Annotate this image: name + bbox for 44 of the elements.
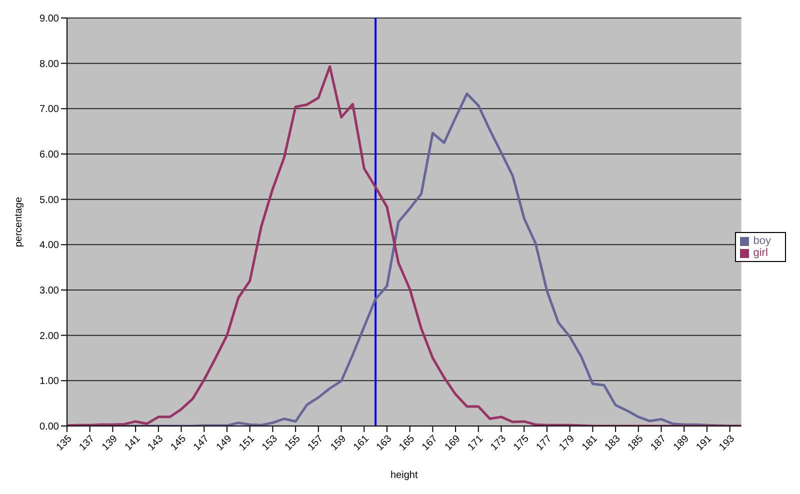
x-tick-label: 179	[557, 433, 578, 453]
x-tick-label: 145	[168, 433, 189, 453]
y-tick-label: 4.00	[40, 240, 60, 252]
x-tick-label: 149	[214, 433, 234, 453]
x-tick-label: 181	[580, 433, 600, 453]
x-tick-label: 163	[374, 433, 394, 453]
x-tick-label: 135	[54, 433, 74, 453]
y-tick-label: 7.00	[40, 104, 60, 116]
x-tick-label: 143	[146, 433, 166, 453]
x-tick-label: 189	[672, 433, 692, 453]
x-tick-label: 141	[123, 433, 144, 453]
legend-label: boy	[753, 235, 771, 247]
y-tick-label: 9.00	[40, 14, 60, 25]
x-tick-label: 165	[397, 433, 418, 453]
x-tick-label: 191	[694, 433, 714, 453]
x-tick-label: 147	[192, 433, 212, 453]
y-tick-label: 8.00	[40, 58, 60, 70]
legend-label: girl	[753, 247, 768, 259]
x-tick-label: 139	[100, 433, 120, 453]
y-tick-label: 5.00	[40, 194, 60, 206]
x-axis-title: height	[390, 470, 418, 481]
y-tick-label: 1.00	[40, 376, 60, 388]
x-tick-label: 155	[283, 433, 304, 453]
x-tick-label: 193	[717, 433, 738, 453]
y-tick-label: 0.00	[40, 422, 60, 433]
x-tick-label: 171	[466, 433, 486, 453]
x-tick-label: 137	[77, 433, 98, 453]
y-axis-title: percentage	[14, 196, 25, 248]
x-tick-label: 167	[420, 433, 440, 453]
x-tick-label: 187	[648, 433, 669, 453]
x-tick-label: 177	[534, 433, 554, 453]
x-tick-label: 153	[260, 433, 280, 453]
x-tick-label: 173	[488, 433, 509, 453]
x-tick-label: 161	[352, 433, 372, 453]
x-tick-label: 169	[443, 433, 463, 453]
x-tick-label: 151	[237, 433, 258, 453]
y-tick-label: 6.00	[40, 150, 60, 161]
x-tick-label: 175	[512, 433, 532, 453]
x-tick-label: 159	[328, 433, 349, 453]
x-tick-label: 185	[626, 433, 646, 453]
x-tick-label: 157	[306, 433, 326, 453]
y-tick-label: 3.00	[40, 286, 60, 297]
x-tick-label: 183	[603, 433, 623, 453]
y-tick-label: 2.00	[40, 330, 60, 342]
